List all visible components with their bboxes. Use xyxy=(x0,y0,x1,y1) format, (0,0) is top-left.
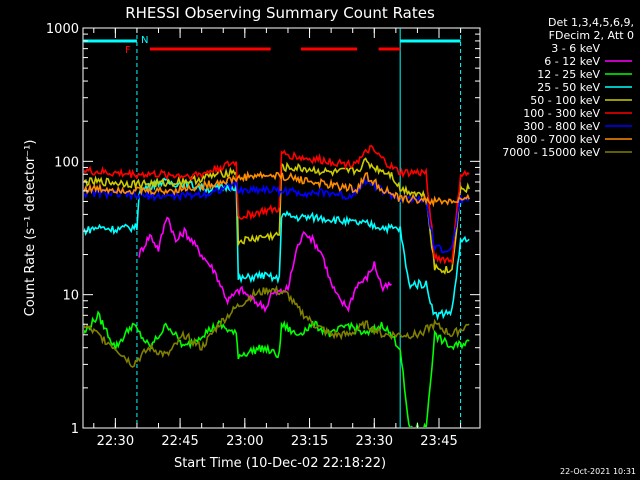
legend-label: 3 - 6 keV xyxy=(551,42,600,55)
x-tick-label: 23:30 xyxy=(356,434,393,449)
series-lines xyxy=(84,144,470,427)
flare-flag-label: F xyxy=(125,45,131,56)
night-flag-label: N xyxy=(141,35,148,46)
detector-info-line1: Det 1,3,4,5,6,9, xyxy=(548,16,634,29)
legend-label: 6 - 12 keV xyxy=(544,55,600,68)
x-tick-label: 22:30 xyxy=(97,434,134,449)
series-line-1 xyxy=(138,216,392,314)
x-axis-label: Start Time (10-Dec-02 22:18:22) xyxy=(174,456,386,471)
y-tick-label: 1 xyxy=(71,422,79,437)
legend-label: 800 - 7000 keV xyxy=(516,133,600,146)
series-line-2 xyxy=(84,310,470,427)
series-line-3 xyxy=(84,177,470,321)
legend-label: 7000 - 15000 keV xyxy=(502,146,600,159)
series-line-5 xyxy=(84,144,470,265)
legend-label: 12 - 25 keV xyxy=(537,68,600,81)
y-axis-label: Count Rate (s⁻¹ detector⁻¹) xyxy=(23,140,38,317)
series-line-0 xyxy=(84,182,397,325)
axes: 1 10 100 1000 22:30 22:45 23:00 23:15 23:30 23:45 xyxy=(46,22,480,449)
x-tick-label: 23:15 xyxy=(291,434,328,449)
x-tick-label: 23:00 xyxy=(226,434,263,449)
y-tick-label: 100 xyxy=(54,155,79,170)
detector-info-line2: FDecim 2, Att 0 xyxy=(549,29,634,42)
y-tick-label: 1000 xyxy=(46,22,79,37)
legend-label: 25 - 50 keV xyxy=(537,81,600,94)
x-tick-label: 23:45 xyxy=(420,434,457,449)
chart-title: RHESSI Observing Summary Count Rates xyxy=(125,4,435,22)
series-line-4 xyxy=(84,157,470,275)
legend-label: 50 - 100 keV xyxy=(530,94,600,107)
series-line-8 xyxy=(84,284,470,368)
timestamp: 22-Oct-2021 10:31 xyxy=(560,467,636,476)
series-line-7 xyxy=(84,170,470,208)
plot-border xyxy=(82,27,481,429)
y-tick-label: 10 xyxy=(62,289,79,304)
legend-label: 100 - 300 keV xyxy=(523,107,600,120)
legend-label: 300 - 800 keV xyxy=(523,120,600,133)
plot-frame xyxy=(82,27,481,429)
x-tick-label: 22:45 xyxy=(161,434,198,449)
